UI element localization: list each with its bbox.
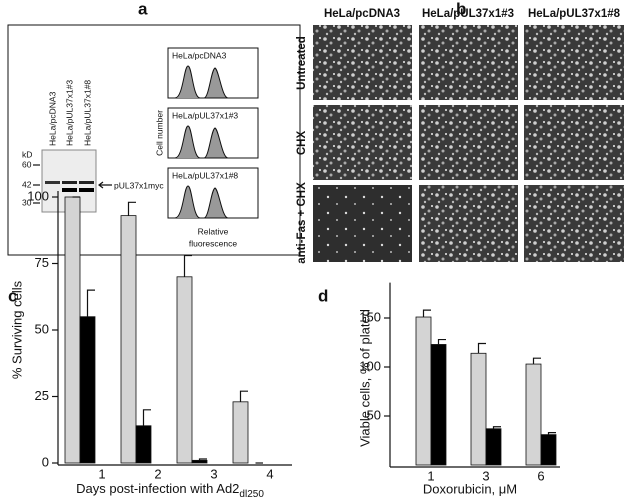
x-tick-label: 2 — [154, 466, 161, 481]
micrograph — [419, 25, 518, 100]
mw-marker: 30 — [22, 197, 32, 207]
bar — [415, 316, 432, 466]
mw-marker: 42 — [22, 179, 32, 189]
error-bar — [437, 338, 446, 345]
histograms — [167, 47, 259, 219]
panel-frame — [7, 24, 301, 256]
error-bar — [142, 409, 151, 426]
micrograph — [419, 105, 518, 180]
axis-label: fluorescence — [189, 238, 237, 248]
axis-label: Cell number — [154, 110, 164, 156]
x-axis-label-main: Days post-infection with Ad2 — [76, 481, 239, 496]
histogram-title: HeLa/pcDNA3 — [172, 50, 227, 60]
histogram-curve — [174, 125, 229, 159]
error-bar — [532, 357, 541, 365]
column-header: HeLa/pcDNA3 — [324, 8, 400, 20]
error-bar — [422, 309, 431, 318]
micrograph — [313, 25, 412, 100]
panel-label: b — [456, 0, 466, 18]
micrograph — [524, 185, 624, 262]
row-label: Untreated — [296, 36, 308, 90]
mw-unit: kD — [22, 149, 32, 159]
arrow — [98, 181, 112, 189]
band — [45, 181, 60, 184]
band — [79, 181, 94, 184]
error-bar — [86, 289, 95, 317]
band — [79, 188, 94, 192]
bar — [485, 428, 502, 466]
error-bar — [198, 458, 207, 461]
mw-marker: 60 — [22, 159, 32, 169]
x-axis-label: Doxorubicin, μM — [423, 481, 517, 496]
panel-label: a — [138, 0, 148, 18]
bar — [176, 276, 193, 464]
histogram-title: HeLa/pUL37x1#8 — [172, 170, 238, 180]
error-bar — [183, 254, 192, 277]
bar — [525, 363, 542, 466]
y-tick-label: 100 — [27, 188, 49, 203]
micrographs — [313, 25, 624, 262]
panel-label: c — [8, 286, 17, 305]
bar — [232, 401, 249, 464]
bar — [470, 352, 487, 466]
bar — [120, 215, 137, 464]
micrograph — [524, 105, 624, 180]
x-tick-label: 3 — [210, 466, 217, 481]
column-header: HeLa/pUL37x1#8 — [528, 8, 621, 20]
lane-label: HeLa/pUL37x1#3 — [64, 80, 74, 146]
y-tick-label: 150 — [359, 309, 381, 324]
error-bar — [492, 426, 501, 429]
y-tick-label: 100 — [359, 358, 381, 373]
y-tick-label: 75 — [35, 255, 49, 270]
micrograph — [313, 185, 412, 262]
band — [62, 188, 77, 192]
x-axis-label: Days post-infection with Ad2dl250 — [76, 481, 264, 499]
bar — [540, 434, 557, 466]
y-tick-label: 50 — [367, 407, 381, 422]
lane-label: HeLa/pcDNA3 — [47, 91, 57, 146]
y-tick-label: 25 — [35, 388, 49, 403]
bar — [430, 344, 447, 466]
y-axis-label: Viable cells, % of plated — [357, 309, 372, 447]
x-tick-label: 3 — [482, 468, 489, 483]
y-axis-label: % Surviving cells — [9, 280, 24, 379]
x-axis-label-subscript: dl250 — [239, 489, 264, 500]
error-bar — [547, 432, 556, 435]
bar — [79, 316, 96, 464]
bar — [135, 425, 152, 464]
error-bar — [239, 390, 248, 402]
histogram-title: HeLa/pUL37x1#3 — [172, 110, 238, 120]
bar — [64, 196, 81, 464]
x-tick-label: 6 — [537, 468, 544, 483]
micrograph — [313, 105, 412, 180]
row-label: CHX — [296, 131, 308, 156]
micrograph — [419, 185, 518, 262]
x-tick-label: 1 — [98, 466, 105, 481]
bar — [191, 459, 208, 464]
lane-label: HeLa/pUL37x1#8 — [82, 80, 92, 146]
row-label: anti-Fas + CHX — [296, 182, 308, 264]
micrograph — [524, 25, 624, 100]
column-header: HeLa/pUL37x1#3 — [422, 8, 514, 20]
x-tick-label: 1 — [427, 468, 434, 483]
y-tick-label: 50 — [35, 321, 49, 336]
error-bar — [477, 342, 486, 354]
error-bar — [127, 201, 136, 216]
band — [62, 181, 77, 184]
panel-label: d — [318, 286, 328, 305]
band-label: pUL37x1myc — [114, 180, 164, 190]
histogram-curve — [174, 185, 229, 219]
x-tick-label: 4 — [266, 466, 273, 481]
histogram-curve — [174, 65, 229, 99]
axis-label: Relative — [198, 226, 229, 236]
y-tick-label: 0 — [42, 454, 49, 469]
